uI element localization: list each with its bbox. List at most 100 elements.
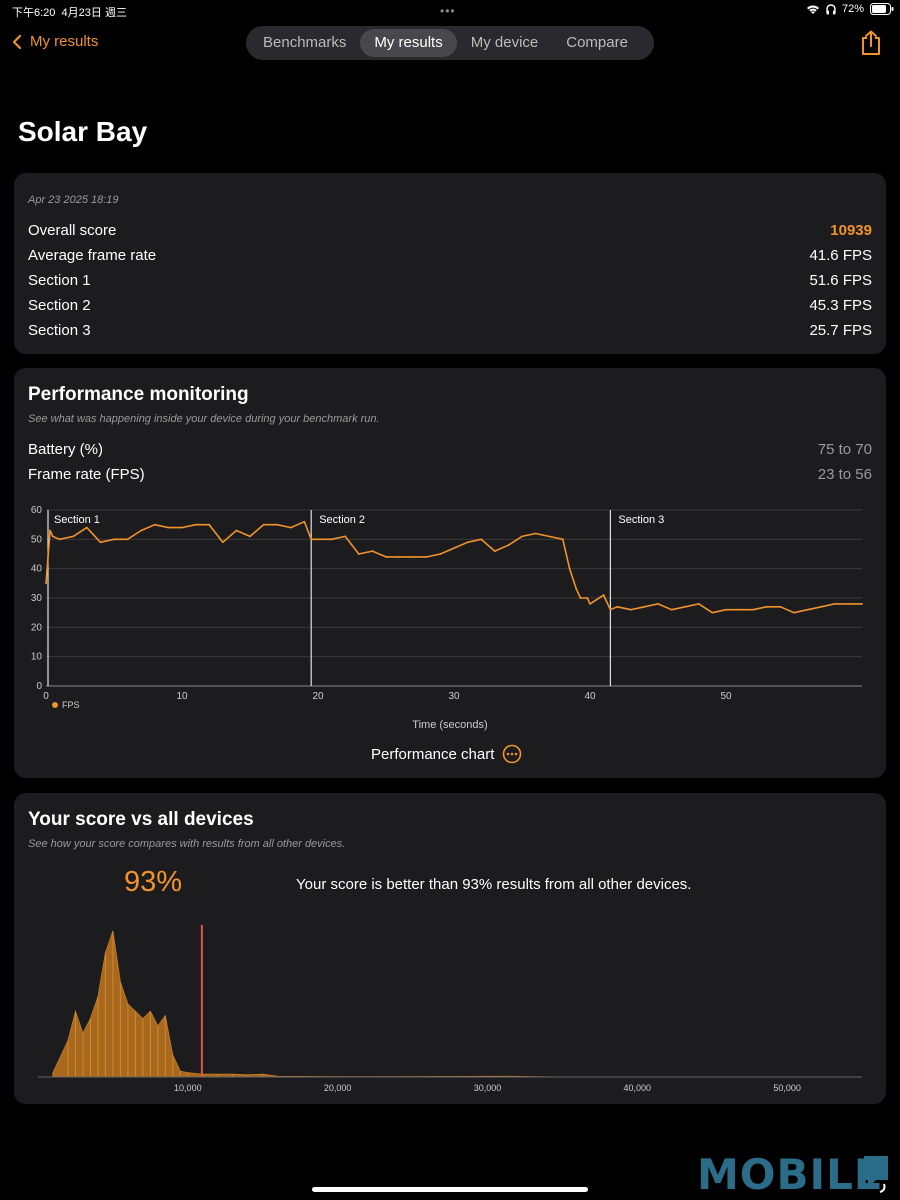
- x-axis-title: Time (seconds): [412, 719, 487, 731]
- fps-point: [194, 523, 197, 526]
- fps-point: [235, 529, 238, 532]
- performance-card: Performance monitoring See what was happ…: [14, 368, 886, 778]
- fps-point: [806, 608, 809, 611]
- fps-point: [85, 526, 88, 529]
- home-indicator[interactable]: [312, 1187, 588, 1192]
- fps-point: [289, 526, 292, 529]
- distribution-chart: 10,000 20,000 30,000 40,000 50,000: [38, 925, 862, 1093]
- section3-label: Section 3: [28, 322, 91, 339]
- date: 4月23日 週三: [61, 7, 127, 19]
- fps-point: [833, 602, 836, 605]
- headphones-icon: [826, 3, 836, 14]
- overall-score-label: Overall score: [28, 222, 117, 239]
- avg-framerate-value: 41.6 FPS: [809, 247, 872, 264]
- fps-label: Frame rate (FPS): [28, 466, 145, 483]
- section2-row: Section 2 45.3 FPS: [28, 297, 872, 314]
- fps-point: [310, 538, 313, 541]
- more-options-icon: [503, 744, 522, 764]
- multitask-dots-icon[interactable]: •••: [440, 4, 456, 18]
- fps-point: [262, 523, 265, 526]
- fps-point: [249, 535, 251, 538]
- fps-range: 23 to 56: [817, 466, 872, 483]
- tab-benchmarks[interactable]: Benchmarks: [263, 34, 347, 51]
- fps-point: [793, 611, 795, 614]
- fps-point: [49, 529, 51, 532]
- section-label-3: Section 3: [618, 514, 664, 526]
- section3-row: Section 3 25.7 FPS: [28, 322, 872, 339]
- fps-point: [425, 556, 428, 558]
- section-label-2: Section 2: [319, 514, 365, 526]
- fps-point: [167, 526, 170, 529]
- x-tick-40: 40: [584, 691, 596, 702]
- fps-point: [670, 608, 673, 611]
- comparison-card: Your score vs all devices See how your s…: [14, 793, 886, 1104]
- x-tick-10: 10: [176, 691, 188, 702]
- fps-point: [493, 550, 496, 552]
- fps-point: [586, 597, 589, 599]
- tab-compare[interactable]: Compare: [566, 34, 628, 51]
- x-tick-50000: 50,000: [773, 1083, 801, 1093]
- fps-point: [521, 535, 523, 538]
- fps-point: [453, 547, 455, 550]
- y-tick-60: 60: [31, 505, 43, 516]
- battery-label: Battery (%): [28, 441, 104, 458]
- fps-point: [72, 535, 75, 538]
- fps-point: [126, 538, 129, 541]
- fps-point: [99, 541, 102, 544]
- y-tick-50: 50: [31, 534, 43, 545]
- fps-point: [398, 556, 401, 558]
- overall-score-row: Overall score 10939: [28, 222, 872, 239]
- fps-point: [752, 608, 755, 611]
- fps-point: [439, 553, 442, 555]
- fps-point: [861, 602, 863, 605]
- result-timestamp: Apr 23 2025 18:19: [28, 194, 119, 206]
- fps-point: [371, 550, 374, 552]
- fps-point: [317, 538, 319, 541]
- fps-point: [561, 538, 564, 541]
- tab-my-results[interactable]: My results: [360, 29, 457, 57]
- avg-framerate-label: Average frame rate: [28, 247, 157, 264]
- distribution-area: [52, 930, 862, 1078]
- x-tick-30: 30: [448, 691, 460, 702]
- fps-row: Frame rate (FPS) 23 to 56: [28, 466, 872, 483]
- fps-point: [820, 605, 823, 608]
- fps-point: [657, 602, 659, 605]
- fps-point: [779, 605, 782, 608]
- performance-chart-button[interactable]: Performance chart: [371, 744, 522, 764]
- battery-percent: 72%: [842, 3, 865, 15]
- section-label-1: Section 1: [54, 514, 100, 526]
- overall-score-value: 10939: [830, 222, 872, 239]
- fps-point: [575, 588, 578, 591]
- fps-series-line: [45, 520, 862, 614]
- fps-point: [711, 611, 714, 614]
- fps-point: [643, 605, 646, 608]
- x-tick-0: 0: [43, 691, 49, 702]
- fps-point: [579, 597, 582, 599]
- fps-point: [181, 526, 183, 529]
- x-tick-50: 50: [720, 691, 732, 702]
- fps-point: [412, 556, 415, 558]
- fps-point: [725, 608, 727, 611]
- fps-point: [480, 538, 483, 541]
- fps-point: [697, 602, 700, 605]
- fps-point: [684, 605, 687, 608]
- tab-my-device[interactable]: My device: [470, 34, 539, 51]
- summary-card: Apr 23 2025 18:19 Overall score 10939 Av…: [14, 173, 886, 354]
- share-icon[interactable]: [860, 30, 882, 56]
- back-button[interactable]: My results: [12, 33, 98, 50]
- x-tick-30000: 30,000: [474, 1083, 502, 1093]
- performance-chart-label: Performance chart: [371, 745, 495, 763]
- fps-point: [609, 608, 612, 611]
- percentile-statement: Your score is better than 93% results fr…: [296, 876, 692, 893]
- fps-point: [847, 602, 850, 605]
- fps-point: [385, 556, 387, 558]
- fps-point: [507, 544, 510, 547]
- y-tick-10: 10: [31, 652, 43, 663]
- fps-point: [45, 582, 47, 585]
- page-title: Solar Bay: [18, 116, 148, 147]
- wifi-icon: [807, 5, 819, 14]
- fps-point: [466, 541, 469, 544]
- fps-point: [221, 541, 224, 544]
- y-tick-30: 30: [31, 593, 43, 604]
- y-tick-20: 20: [31, 622, 43, 633]
